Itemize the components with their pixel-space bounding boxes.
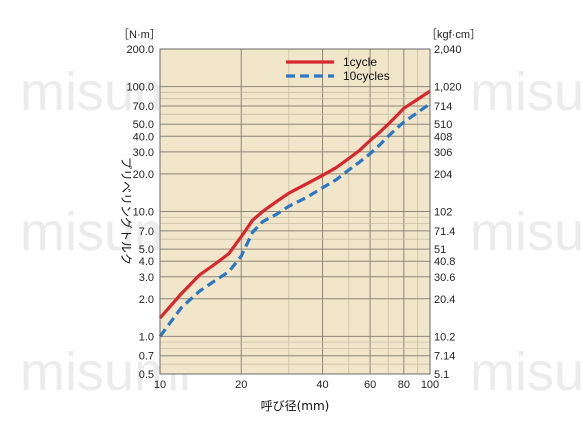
watermark-text: misumi (470, 202, 583, 262)
y-left-tick-label: 10.0 (133, 207, 154, 219)
y-axis-title: プリベリングトルク (119, 157, 133, 265)
y-right-tick-label: 51 (434, 244, 446, 256)
y-right-tick-label: 30.6 (434, 272, 455, 284)
y-left-tick-label: 20.0 (133, 169, 154, 181)
tick-labels-layer: 10 20 40 60 80 100 0.5 5.1 0.7 7.14 1.0 10.2 2.0 20.4… (126, 44, 461, 391)
x-tick-label: 100 (421, 379, 439, 391)
y-left-tick-label: 1.0 (139, 331, 154, 343)
y-right-tick-label: 7.14 (434, 351, 455, 363)
y-right-tick-label: 10.2 (434, 331, 455, 343)
y-left-tick-label: 100.0 (126, 82, 154, 94)
y-left-tick-label: 5.0 (139, 244, 154, 256)
watermark-text: misumi (470, 62, 583, 122)
y-right-tick-label: 306 (434, 147, 452, 159)
x-tick-label: 20 (235, 379, 247, 391)
legend-label-2: 10cycles (343, 69, 390, 83)
y-left-tick-label: 70.0 (133, 101, 154, 113)
x-tick-label: 10 (154, 379, 166, 391)
y-right-tick-label: 40.8 (434, 256, 455, 268)
x-tick-label: 40 (316, 379, 328, 391)
left-unit-label: ［N·m］ (118, 28, 161, 41)
y-right-tick-label: 2,040 (434, 44, 462, 56)
y-left-tick-label: 7.0 (139, 226, 154, 238)
y-left-tick-label: 0.7 (139, 351, 154, 363)
right-unit-label: ［kgf·cm］ (426, 28, 481, 41)
y-left-tick-label: 200.0 (126, 44, 154, 56)
y-left-tick-label: 40.0 (133, 131, 154, 143)
series-line-2 (158, 102, 431, 338)
legend-label-1: 1cycle (343, 55, 377, 69)
series-layer (158, 89, 431, 338)
series-line-1 (158, 89, 431, 320)
watermark-text: misumi (470, 342, 583, 402)
x-tick-label: 80 (398, 379, 410, 391)
y-right-tick-label: 714 (434, 101, 452, 113)
y-right-tick-label: 5.1 (434, 369, 449, 381)
y-right-tick-label: 102 (434, 207, 452, 219)
y-left-tick-label: 0.5 (139, 369, 154, 381)
y-left-tick-label: 2.0 (139, 294, 154, 306)
plot-frame (159, 48, 431, 375)
y-right-tick-label: 510 (434, 119, 452, 131)
y-right-tick-label: 408 (434, 131, 452, 143)
y-right-tick-label: 1,020 (434, 82, 462, 94)
y-right-tick-label: 20.4 (434, 294, 455, 306)
y-left-tick-label: 3.0 (139, 272, 154, 284)
y-right-tick-label: 71.4 (434, 226, 455, 238)
y-left-tick-label: 30.0 (133, 147, 154, 159)
x-axis-title: 呼び径(mm) (261, 399, 330, 413)
y-left-tick-label: 4.0 (139, 256, 154, 268)
y-left-tick-label: 50.0 (133, 119, 154, 131)
y-right-tick-label: 204 (434, 169, 452, 181)
x-tick-label: 60 (364, 379, 376, 391)
